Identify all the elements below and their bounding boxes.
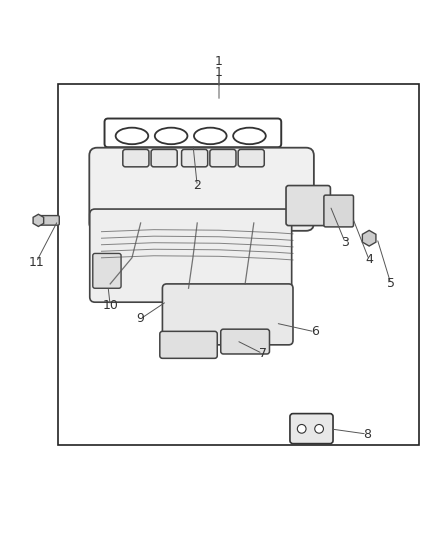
Circle shape	[315, 424, 323, 433]
Ellipse shape	[155, 128, 187, 144]
FancyBboxPatch shape	[182, 149, 208, 167]
Bar	[58, 84, 419, 445]
FancyBboxPatch shape	[210, 149, 236, 167]
FancyBboxPatch shape	[93, 254, 121, 288]
Ellipse shape	[233, 128, 266, 144]
Circle shape	[297, 424, 306, 433]
FancyBboxPatch shape	[221, 329, 269, 354]
Text: 5: 5	[387, 277, 395, 290]
FancyBboxPatch shape	[39, 215, 59, 225]
Text: 8: 8	[363, 427, 371, 441]
Text: 6: 6	[311, 325, 319, 338]
Text: 11: 11	[28, 256, 44, 269]
FancyBboxPatch shape	[89, 148, 314, 231]
FancyBboxPatch shape	[286, 185, 330, 225]
Text: 1: 1	[215, 55, 223, 68]
FancyBboxPatch shape	[238, 149, 264, 167]
FancyBboxPatch shape	[162, 284, 293, 345]
Text: 1: 1	[215, 66, 223, 79]
Text: 3: 3	[341, 236, 349, 249]
Ellipse shape	[194, 128, 226, 144]
Ellipse shape	[116, 128, 148, 144]
FancyBboxPatch shape	[324, 195, 353, 227]
FancyBboxPatch shape	[160, 332, 217, 358]
Text: 9: 9	[137, 312, 145, 325]
FancyBboxPatch shape	[123, 149, 149, 167]
FancyBboxPatch shape	[105, 118, 281, 147]
Text: 7: 7	[258, 347, 266, 360]
FancyBboxPatch shape	[151, 149, 177, 167]
Text: 10: 10	[102, 299, 118, 312]
FancyBboxPatch shape	[90, 209, 292, 302]
Text: 4: 4	[365, 254, 373, 266]
Text: 2: 2	[193, 180, 201, 192]
FancyBboxPatch shape	[290, 414, 333, 443]
